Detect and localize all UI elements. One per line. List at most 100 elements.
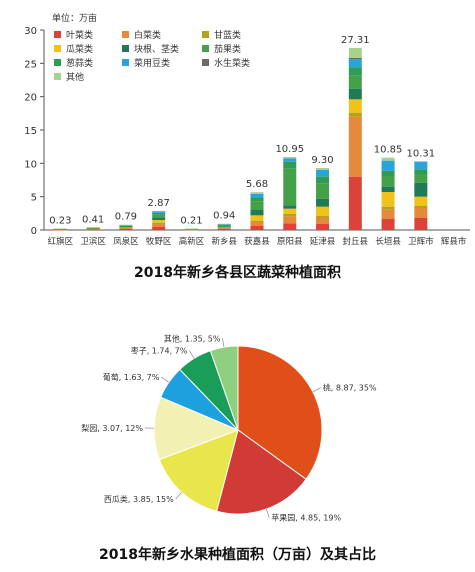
bar-segment <box>381 218 395 230</box>
bar-total-label: 0.41 <box>82 214 104 225</box>
bar-segment <box>119 224 133 226</box>
bar-segment <box>250 222 264 226</box>
bar-segment <box>316 198 330 207</box>
fruit-pie-chart: 桃, 8.87, 35% 苹果园, 4.85, 19% 西瓜类, 3.85, 15%… <box>81 333 377 523</box>
unit-label: 单位：万亩 <box>52 12 97 24</box>
bar-segment <box>119 227 133 229</box>
y-tick-label: 20 <box>24 93 37 104</box>
bar-segment <box>53 228 67 230</box>
bar-segment <box>283 158 297 162</box>
bar-segment <box>283 168 297 206</box>
x-tick-label: 延津县 <box>310 236 336 247</box>
leader-line <box>189 350 195 359</box>
bar-segment <box>86 227 100 229</box>
x-tick-label: 牧野区 <box>146 236 172 247</box>
bar-segment <box>348 59 362 68</box>
pie-data-label: 苹果园, 4.85, 19% <box>271 513 341 523</box>
bar-segment <box>414 174 428 183</box>
y-tick-label: 25 <box>24 59 37 70</box>
bar-segment <box>283 208 297 214</box>
legend-swatch <box>122 31 129 38</box>
bar-segment <box>86 229 100 231</box>
legend-swatch <box>122 45 129 52</box>
bar-segment <box>348 116 362 177</box>
legend-swatch <box>202 45 209 52</box>
bar-segment <box>381 170 395 176</box>
vegetable-chart-title: 2018年新乡各县区蔬菜种植面积 <box>134 265 341 281</box>
bar-segment <box>414 218 428 230</box>
bar-segment <box>316 206 330 216</box>
bar-total-label: 0.79 <box>115 212 137 223</box>
bar-segment <box>381 209 395 219</box>
bar-segment <box>250 215 264 221</box>
pie-slice <box>153 396 240 461</box>
bar-total-label: 10.85 <box>374 145 403 156</box>
bar-segment <box>250 210 264 216</box>
bar-segment <box>152 220 166 223</box>
bar-segment <box>250 194 264 198</box>
bar-segment <box>152 218 166 220</box>
legend-label: 茄果类 <box>214 43 241 55</box>
bar-segment <box>152 212 166 215</box>
bar-segment <box>316 176 330 184</box>
bar-segment <box>283 223 297 230</box>
bar-segment <box>414 161 428 163</box>
bar-segment <box>217 225 231 227</box>
bar-segment <box>381 186 395 192</box>
bar-segment <box>152 226 166 230</box>
bar-segment <box>283 205 297 209</box>
bar-segment <box>152 214 166 218</box>
bar-segment <box>316 183 330 199</box>
y-tick-label: 0 <box>31 226 37 237</box>
leader-line <box>175 492 182 500</box>
legend-label: 块根、茎类 <box>134 43 179 55</box>
bar-total-label: 10.31 <box>407 148 436 159</box>
y-tick-label: 30 <box>24 26 37 37</box>
bar-segment <box>381 157 395 161</box>
bar-segment <box>316 216 330 218</box>
bar-total-label: 10.95 <box>275 144 304 155</box>
bar-total-label: 0.94 <box>213 211 235 222</box>
x-tick-label: 凤泉区 <box>113 236 139 247</box>
vegetable-stacked-bar-chart: 单位：万亩 0 5 10 15 20 25 30 0.23 红旗区 0.41 卫滨区 0.79 凤泉区 2.… <box>24 12 470 247</box>
x-tick-label: 卫辉市 <box>408 236 434 247</box>
y-tick-label: 15 <box>24 126 37 137</box>
bar-total-label: 0.21 <box>180 216 202 227</box>
legend-swatch <box>122 59 129 66</box>
legend-label: 瓜菜类 <box>66 43 93 55</box>
y-tick-label: 5 <box>31 193 37 204</box>
leader-line <box>265 508 270 518</box>
bar-segment <box>217 226 231 228</box>
leader-line <box>312 387 321 393</box>
bar-segment <box>184 228 198 230</box>
y-tick-label: 10 <box>24 159 37 170</box>
bar-segment <box>414 196 428 206</box>
pie-data-label: 西瓜类, 3.85, 15% <box>104 494 174 504</box>
x-tick-label: 长垣县 <box>375 236 401 247</box>
legend-label: 水生菜类 <box>214 57 250 69</box>
bar-segment <box>119 227 133 229</box>
bar-segment <box>348 47 362 58</box>
pie-slice <box>237 345 323 480</box>
legend-swatch <box>202 59 209 66</box>
legend-swatch <box>202 31 209 38</box>
bar-segment <box>348 112 362 117</box>
bar-segment <box>250 201 264 210</box>
x-tick-label: 高新区 <box>179 236 205 247</box>
legend-label: 其他 <box>66 71 84 83</box>
pie-data-label: 桃, 8.87, 35% <box>323 383 377 393</box>
bar-segment <box>250 226 264 230</box>
bar-segment <box>217 227 231 229</box>
bar-segment <box>250 192 264 194</box>
bar-segment <box>283 216 297 224</box>
pie-data-label: 葡萄, 1.63, 7% <box>103 372 160 382</box>
bar-segment <box>217 228 231 230</box>
legend-label: 叶菜类 <box>66 29 93 41</box>
bar-segment <box>217 227 231 229</box>
leader-line <box>222 338 225 348</box>
legend-label: 菜用豆类 <box>134 57 170 69</box>
x-tick-label: 卫滨区 <box>80 236 106 247</box>
bar-segment <box>414 161 428 170</box>
bar-segment <box>381 206 395 210</box>
bar-segment <box>381 192 395 207</box>
